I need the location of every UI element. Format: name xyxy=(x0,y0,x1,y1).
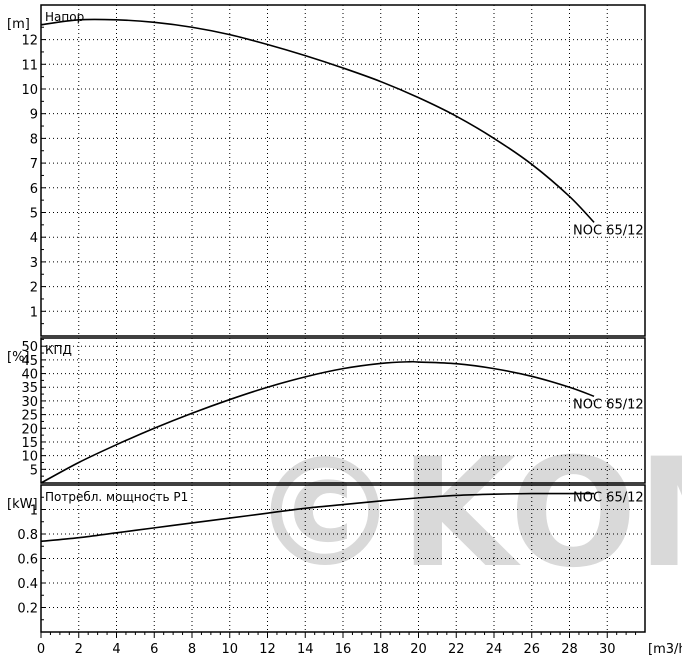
watermark: ©KOM xyxy=(250,427,682,601)
efficiency-ytick-label: 10 xyxy=(21,450,38,465)
x-tick-label: 10 xyxy=(221,642,238,657)
efficiency-ytick-label: 20 xyxy=(21,422,38,437)
x-tick-label: 14 xyxy=(297,642,314,657)
head-ytick-label: 3 xyxy=(30,256,38,271)
head-ylabel: [m] xyxy=(7,17,30,32)
x-tick-label: 22 xyxy=(448,642,465,657)
x-tick-label: 6 xyxy=(150,642,158,657)
efficiency-series-line xyxy=(40,360,595,484)
head-series-line xyxy=(40,18,595,223)
efficiency-ytick-label: 30 xyxy=(21,395,38,410)
efficiency-ytick-label: 15 xyxy=(21,436,38,451)
x-tick-label: 18 xyxy=(372,642,389,657)
head-series-label: NOC 65/12 xyxy=(573,223,644,238)
power-series-line xyxy=(40,492,595,543)
efficiency-ylabel: [%] xyxy=(7,350,30,365)
x-tick-label: 2 xyxy=(75,642,83,657)
power-title: Потребл. мощность P1 xyxy=(45,490,188,504)
x-tick-label: 4 xyxy=(112,642,120,657)
head-ytick-label: 6 xyxy=(30,182,38,197)
efficiency-title: КПД xyxy=(45,343,72,357)
power-series-label: NOC 65/12 xyxy=(573,491,644,506)
power-ytick-label: 0.6 xyxy=(17,553,38,568)
efficiency-ytick-label: 5 xyxy=(30,463,38,478)
power-ylabel: [kW] xyxy=(7,497,38,512)
efficiency-ytick-label: 25 xyxy=(21,409,38,424)
x-tick-label: 24 xyxy=(486,642,503,657)
power-ytick-label: 0.4 xyxy=(17,577,38,592)
x-tick-label: 12 xyxy=(259,642,276,657)
x-tick-label: 26 xyxy=(523,642,540,657)
head-ytick-label: 9 xyxy=(30,108,38,123)
power-panel: 0.2 0.4 0.6 0.8 1[kW] Потребл. мощность P1 NOC… xyxy=(7,484,646,633)
efficiency-ytick-label: 40 xyxy=(21,368,38,383)
head-ytick-label: 10 xyxy=(21,83,38,98)
efficiency-series-label: NOC 65/12 xyxy=(573,397,644,412)
power-ytick-label: 1 xyxy=(30,504,38,519)
head-ytick-label: 7 xyxy=(30,157,38,172)
efficiency-ytick-label: 50 xyxy=(21,340,38,355)
head-ytick-label: 4 xyxy=(30,231,38,246)
head-ytick-label: 12 xyxy=(21,34,38,49)
power-ytick-label: 0.2 xyxy=(17,602,38,617)
head-frame xyxy=(40,4,646,337)
head-ytick-label: 1 xyxy=(30,305,38,320)
x-tick-label: 28 xyxy=(561,642,578,657)
head-ytick-label: 8 xyxy=(30,132,38,147)
efficiency-ytick-label: 45 xyxy=(21,354,38,369)
x-tick-label: 30 xyxy=(599,642,616,657)
head-ytick-label: 5 xyxy=(30,206,38,221)
x-tick-label: 16 xyxy=(335,642,352,657)
efficiency-frame xyxy=(40,337,646,484)
head-ytick-label: 2 xyxy=(30,281,38,296)
head-ytick-label: 11 xyxy=(21,58,38,73)
x-unit-label: [m3/h] xyxy=(648,642,682,657)
x-tick-label: 0 xyxy=(37,642,45,657)
x-tick-label: 8 xyxy=(188,642,196,657)
power-ytick-label: 0.8 xyxy=(17,528,38,543)
x-tick-label: 20 xyxy=(410,642,427,657)
efficiency-ytick-label: 35 xyxy=(21,381,38,396)
